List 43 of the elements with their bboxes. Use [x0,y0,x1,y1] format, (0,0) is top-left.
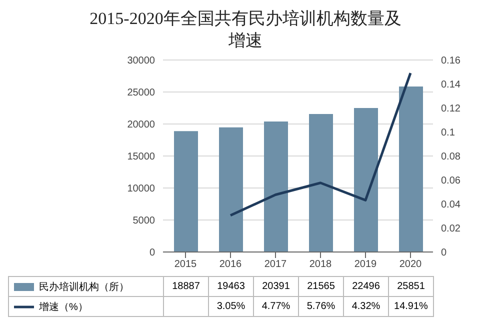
y2-tick-label: 0.04 [441,200,461,211]
data-label: 5.76% [298,296,344,316]
x-tick-label: 2017 [264,259,288,270]
y2-tick-label: 0.06 [441,176,461,187]
bar [264,122,288,252]
data-label: 14.91% [388,296,434,316]
y2-tick-label: 0.14 [441,80,461,91]
data-label: 21565 [298,276,344,296]
y2-tick-label: 0.12 [441,104,461,115]
y2-tick-label: 0.08 [441,152,461,163]
chart-title: 2015-2020年全国共有民办培训机构数量及增速 [88,8,402,52]
y2-tick-label: 0.1 [441,128,456,139]
bar [174,131,198,252]
y-tick-label: 25000 [127,88,156,99]
data-label: 20391 [254,276,298,296]
y-tick-label: 30000 [127,56,156,67]
y2-tick-label: 0.02 [441,224,461,235]
x-tick-label: 2019 [354,259,378,270]
y-tick-label: 15000 [127,152,156,163]
legend-label: 民办培训机构（所） [39,280,129,294]
bar [309,114,333,252]
x-tick-label: 2020 [399,259,422,270]
y-tick-label: 20000 [127,120,156,131]
y2-tick-label: 0 [441,248,447,259]
y2-tick-label: 0.16 [441,56,461,67]
data-label: 18887 [164,276,208,296]
data-label: 22496 [344,276,388,296]
bar [219,127,243,252]
data-label: 19463 [208,276,254,296]
bar [399,86,423,252]
x-tick-label: 2016 [219,259,242,270]
line-series [229,72,412,217]
y-tick-label: 5000 [132,216,156,227]
y-tick-label: 10000 [127,184,156,195]
bar [354,108,378,252]
legend-label: 增速（%） [39,300,88,314]
y-tick-label: 0 [149,248,156,259]
x-tick-label: 2015 [174,259,198,270]
data-label: 25851 [388,276,434,296]
x-tick-label: 2018 [309,259,332,270]
data-label: 3.05% [208,296,254,316]
data-label: 4.77% [254,296,298,316]
data-label: 4.32% [344,296,388,316]
